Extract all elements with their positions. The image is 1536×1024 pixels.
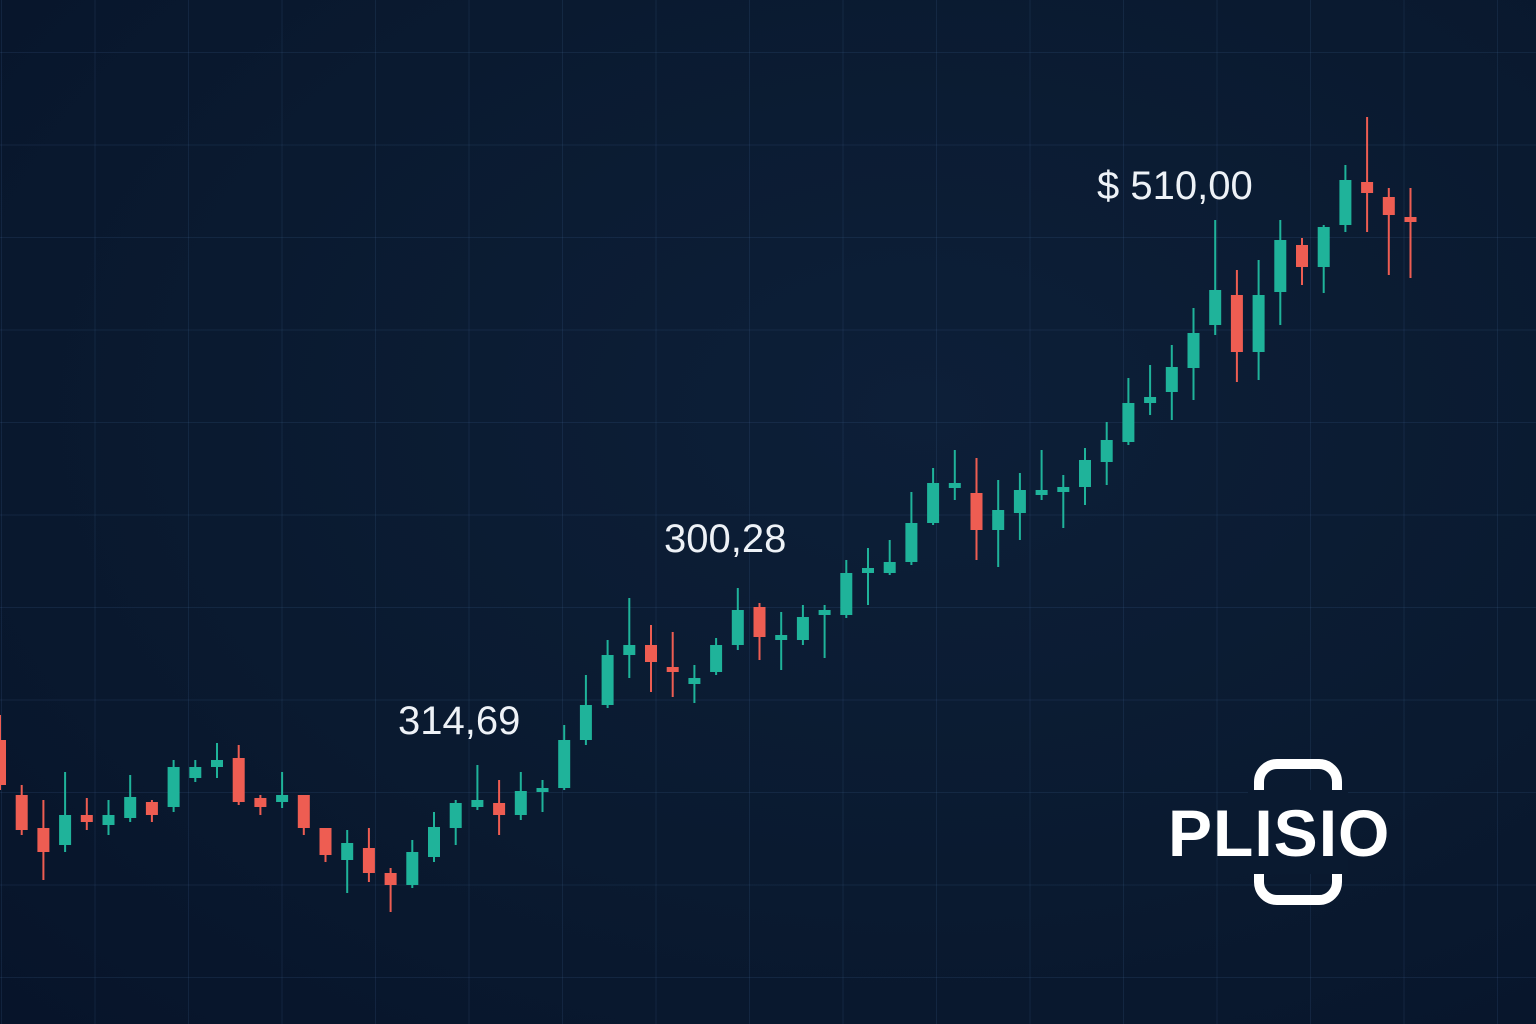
candle-body <box>710 645 723 672</box>
candle-body <box>1079 460 1091 487</box>
candle-body <box>276 795 289 802</box>
candle-body <box>818 610 831 615</box>
candle-body <box>1035 490 1048 495</box>
candle-body <box>80 815 93 822</box>
candle-body <box>1317 227 1330 267</box>
candle-body <box>623 645 636 655</box>
candle-body <box>905 523 918 562</box>
candle-body <box>666 667 679 672</box>
candle-body <box>1187 333 1200 368</box>
candle-body <box>124 797 137 818</box>
candle-body <box>1361 182 1374 193</box>
candle-body <box>970 493 983 530</box>
candle-body <box>189 767 202 778</box>
candle-body <box>211 760 223 767</box>
candle-body <box>297 795 310 828</box>
candle-body <box>731 610 744 645</box>
candle-body <box>1122 403 1135 442</box>
logo-gap <box>1248 790 1348 874</box>
candle-body <box>601 655 614 705</box>
candle-body <box>1404 217 1417 222</box>
candle-body <box>536 788 549 792</box>
candle-body <box>493 803 506 815</box>
candle-body <box>1057 487 1070 492</box>
candle-body <box>406 852 419 885</box>
candle-body <box>992 510 1005 530</box>
candle-body <box>1165 367 1178 392</box>
candle-body <box>384 873 397 885</box>
candle-body <box>37 828 50 852</box>
candle-body <box>1230 295 1243 352</box>
candle-body <box>688 678 701 684</box>
candle-body <box>15 795 28 830</box>
candle-body <box>1382 197 1395 215</box>
candle-body <box>645 645 657 662</box>
candle-body <box>0 740 6 785</box>
candle-body <box>927 483 940 523</box>
annotation: 314,69 <box>398 699 520 743</box>
candle-body <box>1100 440 1113 462</box>
candle-body <box>319 828 332 855</box>
candle-body <box>796 617 809 640</box>
candle-body <box>362 848 375 873</box>
candle-body <box>1274 240 1287 292</box>
candle-body <box>59 815 72 845</box>
candle-body <box>753 607 766 637</box>
candle-body <box>167 767 180 807</box>
candle-body <box>948 483 961 488</box>
candle-body <box>862 568 874 573</box>
candle-body <box>558 740 571 788</box>
annotation: $ 510,00 <box>1097 164 1253 208</box>
candle-body <box>471 800 484 807</box>
annotation: 300,28 <box>664 517 786 561</box>
candle-body <box>102 815 115 825</box>
candle-body <box>1209 290 1222 325</box>
candle-body <box>1296 245 1308 267</box>
candle-body <box>449 803 462 828</box>
candle-body <box>775 635 788 640</box>
candle-body <box>883 562 896 573</box>
candle-body <box>232 758 245 802</box>
candle-body <box>1013 490 1026 513</box>
logo: PLISIO <box>1168 796 1390 870</box>
candle-body <box>1339 180 1352 225</box>
candle-body <box>579 705 592 740</box>
candle-body <box>514 791 527 815</box>
candle-body <box>254 798 267 807</box>
candle-body <box>1252 295 1265 352</box>
candle-body <box>840 573 853 615</box>
candle-body <box>341 843 354 860</box>
candle-body <box>145 802 158 815</box>
candle-body <box>428 827 440 857</box>
candle-body <box>1144 397 1157 403</box>
